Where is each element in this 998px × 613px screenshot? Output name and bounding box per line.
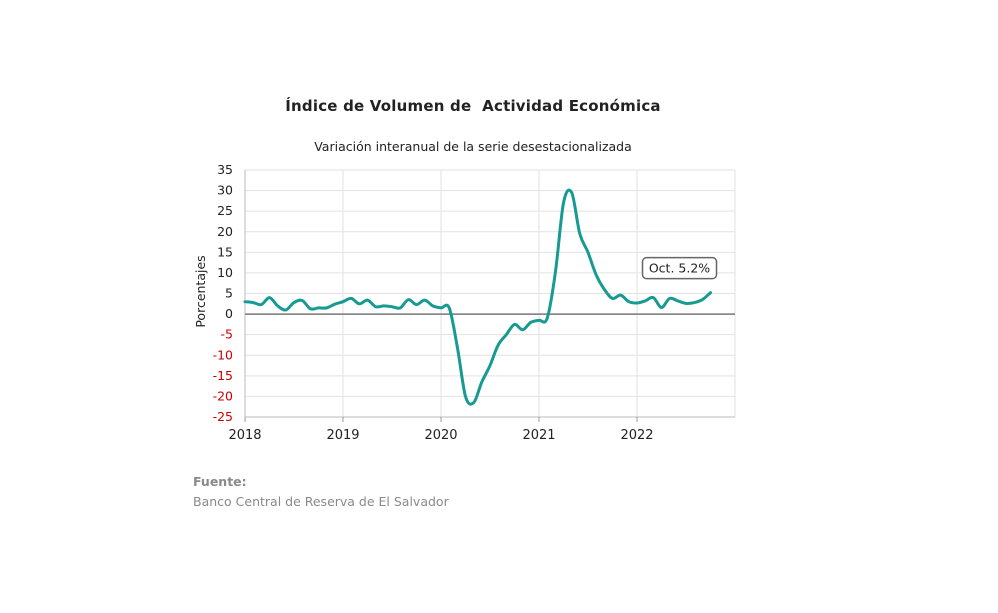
x-tick-label: 2020 xyxy=(424,428,457,443)
data-point xyxy=(709,291,713,295)
y-tick-label: 35 xyxy=(217,162,233,177)
data-point xyxy=(651,296,655,300)
data-point xyxy=(586,250,590,254)
x-tick-label: 2018 xyxy=(228,428,261,443)
y-tick-label: 20 xyxy=(217,224,233,239)
data-point xyxy=(684,301,688,305)
y-axis-label: Porcentajes xyxy=(193,255,208,327)
data-point xyxy=(472,401,476,405)
data-point xyxy=(627,300,631,304)
data-point xyxy=(406,298,410,302)
data-point xyxy=(423,298,427,302)
y-tick-label: -15 xyxy=(213,368,233,383)
data-point xyxy=(480,380,484,384)
y-tick-label: -5 xyxy=(221,327,233,342)
data-point xyxy=(357,302,361,306)
data-point xyxy=(488,364,492,368)
data-point xyxy=(619,293,623,297)
data-point xyxy=(382,304,386,308)
x-tick-label: 2021 xyxy=(522,428,555,443)
data-point xyxy=(529,320,533,324)
data-point xyxy=(317,306,321,310)
x-tick-label: 2022 xyxy=(620,428,653,443)
data-point xyxy=(308,307,312,311)
data-point xyxy=(553,271,557,275)
data-point xyxy=(602,287,606,291)
source-text: Banco Central de Reserva de El Salvador xyxy=(193,494,449,509)
data-point xyxy=(660,305,664,309)
data-point xyxy=(333,302,337,306)
y-tick-label: -20 xyxy=(213,388,233,403)
annotation-box xyxy=(641,256,718,280)
data-point xyxy=(349,296,353,300)
data-point xyxy=(366,298,370,302)
chart-subtitle: Variación interanual de la serie desesta… xyxy=(314,139,632,154)
data-point xyxy=(284,308,288,312)
y-tick-label: 15 xyxy=(217,244,233,259)
y-tick-label: 5 xyxy=(225,286,233,301)
y-tick-label: 0 xyxy=(225,306,233,321)
data-point xyxy=(537,318,541,322)
data-point xyxy=(325,306,329,310)
data-point xyxy=(611,296,615,300)
y-tick-label: 30 xyxy=(217,183,233,198)
series-line xyxy=(243,188,712,406)
data-point xyxy=(513,322,517,326)
data-point xyxy=(594,273,598,277)
source-label: Fuente: xyxy=(193,474,247,489)
data-point xyxy=(562,201,566,205)
data-point xyxy=(292,301,296,305)
data-point xyxy=(341,300,345,304)
data-point xyxy=(415,303,419,307)
data-point xyxy=(251,301,255,305)
y-tick-label: -25 xyxy=(213,409,233,424)
data-point xyxy=(496,343,500,347)
data-point xyxy=(447,306,451,310)
data-point xyxy=(300,298,304,302)
chart-title: Índice de Volumen de Actividad Económica xyxy=(285,97,661,115)
data-point xyxy=(578,232,582,236)
annotation-label: Oct. 5.2% xyxy=(649,261,710,276)
data-point xyxy=(243,300,247,304)
data-point xyxy=(431,304,435,308)
x-tick-label: 2019 xyxy=(326,428,359,443)
data-point xyxy=(635,301,639,305)
y-tick-label: 25 xyxy=(217,203,233,218)
data-point xyxy=(464,394,468,398)
data-point xyxy=(455,345,459,349)
data-point xyxy=(276,304,280,308)
data-point xyxy=(268,296,272,300)
data-point xyxy=(700,298,704,302)
data-point xyxy=(374,305,378,309)
data-point xyxy=(439,306,443,310)
data-point xyxy=(259,303,263,307)
data-point xyxy=(545,316,549,320)
data-point xyxy=(643,299,647,303)
data-point xyxy=(676,299,680,303)
data-point xyxy=(692,301,696,305)
data-point xyxy=(390,305,394,309)
data-point xyxy=(668,296,672,300)
data-point xyxy=(521,328,525,332)
data-point xyxy=(398,306,402,310)
y-tick-label: -10 xyxy=(213,347,233,362)
data-point xyxy=(504,333,508,337)
y-tick-label: 10 xyxy=(217,265,233,280)
data-point xyxy=(570,191,574,195)
